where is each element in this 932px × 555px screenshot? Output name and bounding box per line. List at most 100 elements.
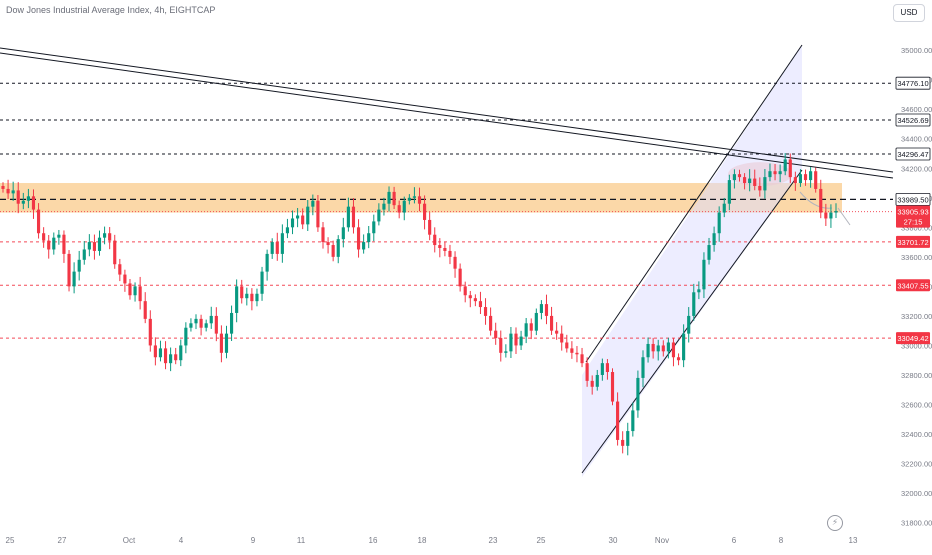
candle-body xyxy=(123,274,127,284)
candle-body xyxy=(428,219,432,235)
candle-body xyxy=(224,333,229,353)
y-tick-label: 34600.00 xyxy=(901,105,932,114)
candle-body xyxy=(407,197,411,201)
candle-body xyxy=(367,233,371,243)
candle-body xyxy=(265,253,269,272)
x-tick-label: 25 xyxy=(6,536,15,545)
candle-body xyxy=(362,242,366,250)
x-tick-label: Nov xyxy=(655,536,669,545)
y-tick-label: 33200.00 xyxy=(901,312,932,321)
candle-body xyxy=(11,190,15,194)
candle-body xyxy=(600,363,604,375)
candle-body xyxy=(387,191,391,204)
candle-body xyxy=(661,345,665,352)
candle-body xyxy=(793,177,797,184)
currency-button[interactable]: USD xyxy=(893,4,925,22)
price-label-box xyxy=(895,147,931,161)
x-tick-label: 27 xyxy=(58,536,67,545)
candle-body xyxy=(341,227,345,240)
trendline-lower xyxy=(0,52,894,179)
price-label-text: 33701.72 xyxy=(897,238,928,247)
candle-body xyxy=(631,410,635,432)
candle-body xyxy=(62,234,66,254)
candle-body xyxy=(240,286,244,299)
candle-body xyxy=(316,200,320,228)
candle-body xyxy=(397,205,401,213)
y-tick-label: 34400.00 xyxy=(901,135,932,144)
x-tick-label: 4 xyxy=(179,536,184,545)
price-label-text: 34296.47 xyxy=(897,150,928,159)
candle-body xyxy=(204,323,208,328)
candle-body xyxy=(351,206,356,228)
price-label-box xyxy=(896,235,930,248)
candle-body xyxy=(676,357,681,361)
candle-body xyxy=(458,268,462,287)
candle-body xyxy=(707,245,711,260)
candle-body xyxy=(819,188,823,213)
candle-body xyxy=(539,304,543,313)
price-label: 33701.72 xyxy=(896,235,930,248)
candle-body xyxy=(727,180,731,204)
price-label-box xyxy=(895,76,931,90)
candle-body xyxy=(433,234,437,246)
candle-body xyxy=(31,196,36,210)
candle-body xyxy=(585,363,589,381)
candle-body xyxy=(682,333,686,361)
x-tick-label: 13 xyxy=(849,536,858,545)
price-label: 33989.50 xyxy=(895,192,931,206)
candle-body xyxy=(646,343,650,358)
x-tick-label: 16 xyxy=(369,536,378,545)
y-tick-label: 34200.00 xyxy=(901,164,932,173)
x-tick-label: 11 xyxy=(297,536,306,545)
candle-body xyxy=(229,312,234,334)
candle-body xyxy=(163,348,168,364)
candle-body xyxy=(402,200,406,213)
candle-body xyxy=(275,242,279,254)
candle-body xyxy=(417,196,422,204)
candle-body xyxy=(36,209,41,234)
candle-body xyxy=(72,271,76,287)
candle-body xyxy=(824,212,828,219)
candle-body xyxy=(448,250,452,257)
price-label-box xyxy=(895,192,931,206)
candle-body xyxy=(438,245,442,248)
projection-arrow xyxy=(799,191,833,209)
candle-body xyxy=(311,200,315,207)
candle-body xyxy=(468,295,472,299)
candle-body xyxy=(47,240,51,250)
candle-body xyxy=(108,233,112,241)
channel-fill xyxy=(582,45,802,477)
candle-body xyxy=(148,318,152,346)
candle-body xyxy=(453,256,457,269)
projection-arrow-tail xyxy=(837,207,851,226)
candle-body xyxy=(524,323,528,337)
candle-body xyxy=(798,174,803,184)
price-labels-layer: 34776.1034526.6934296.4733989.5033905.93… xyxy=(895,76,931,345)
candle-body xyxy=(712,233,716,246)
candle-body xyxy=(478,301,483,308)
candle-body xyxy=(834,211,838,213)
candle-body xyxy=(768,171,772,178)
candles-layer xyxy=(1,153,838,456)
candle-body xyxy=(534,312,538,331)
candle-body xyxy=(687,315,691,334)
candle-body xyxy=(290,218,295,228)
candle-body xyxy=(194,318,198,324)
candle-body xyxy=(671,342,676,358)
candle-body xyxy=(717,212,721,234)
bolt-icon[interactable]: ⚡ xyxy=(827,515,843,531)
candle-body xyxy=(737,174,742,178)
candle-body xyxy=(616,401,620,440)
trendline-upper xyxy=(0,47,894,173)
price-label-box xyxy=(895,113,931,127)
candle-body xyxy=(245,293,249,299)
candle-body xyxy=(626,431,630,446)
y-tick-label: 32600.00 xyxy=(901,401,932,410)
candle-body xyxy=(560,333,564,343)
candle-body xyxy=(356,227,361,250)
candle-body xyxy=(382,203,386,210)
time-axis: 25 27 Oct 4 9 11 16 18 23 25 30 Nov 6 8 13 xyxy=(6,536,858,545)
candle-body xyxy=(306,206,310,225)
price-label: 34526.69 xyxy=(895,113,931,127)
